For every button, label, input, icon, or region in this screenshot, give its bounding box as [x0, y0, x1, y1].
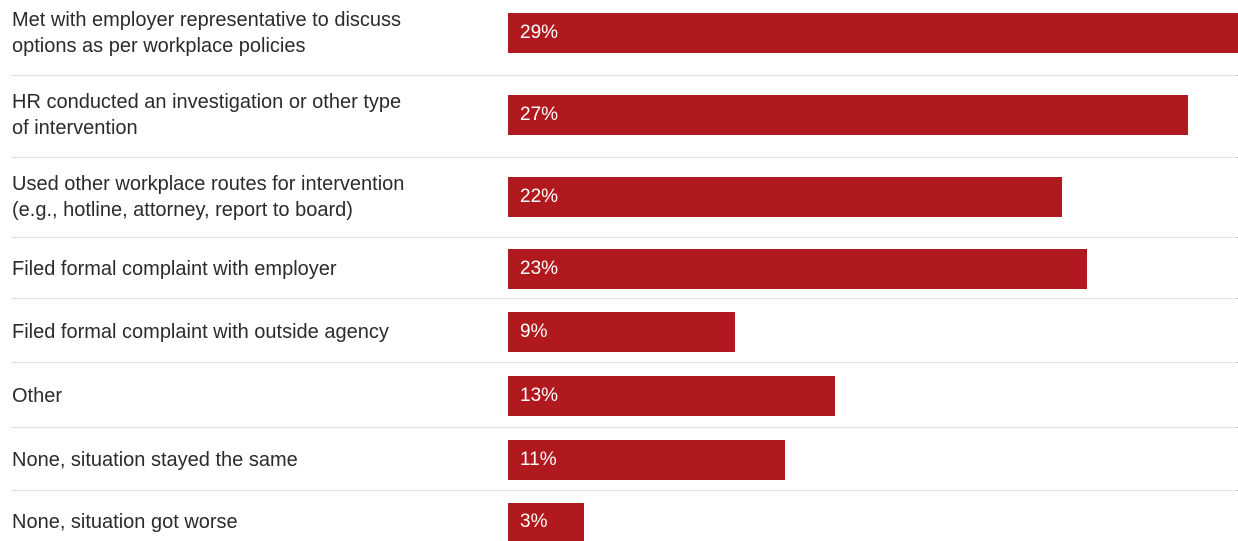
category-label-line: None, situation got worse [12, 511, 238, 533]
category-label-line: Met with employer representative to disc… [12, 9, 402, 31]
bar: 29% [508, 13, 1238, 53]
bar-value-label: 9% [520, 321, 548, 342]
category-label-line: (e.g., hotline, attorney, report to boar… [12, 199, 353, 221]
category-label: HR conducted an investigation or other t… [12, 89, 502, 141]
category-label: Filed formal complaint with employer [12, 256, 502, 282]
bar: 9% [508, 312, 735, 352]
bar-value-label: 23% [520, 258, 559, 279]
row-separator [12, 157, 1238, 158]
chart-row: Met with employer representative to disc… [0, 0, 1238, 75]
bar: 11% [508, 440, 785, 480]
row-separator [12, 75, 1238, 76]
bar-value-label: 29% [520, 22, 559, 43]
chart-row: None, situation stayed the same 11% [0, 427, 1238, 490]
bar-value-label: 27% [520, 104, 559, 125]
bar: 22% [508, 177, 1062, 217]
category-label: Used other workplace routes for interven… [12, 171, 502, 223]
bar: 3% [508, 503, 584, 541]
category-label-line: None, situation stayed the same [12, 449, 298, 471]
chart-row: Filed formal complaint with employer 23% [0, 237, 1238, 298]
category-label-line: of intervention [12, 117, 138, 139]
chart-row: None, situation got worse 3% [0, 490, 1238, 541]
category-label-line: options as per workplace policies [12, 35, 306, 57]
bar: 13% [508, 376, 835, 416]
bar: 23% [508, 249, 1087, 289]
category-label-line: HR conducted an investigation or other t… [12, 91, 402, 113]
bar: 27% [508, 95, 1188, 135]
category-label-line: Filed formal complaint with employer [12, 258, 337, 280]
chart-row: Used other workplace routes for interven… [0, 157, 1238, 237]
chart-row: HR conducted an investigation or other t… [0, 75, 1238, 157]
category-label: None, situation got worse [12, 509, 502, 535]
row-separator [12, 298, 1238, 299]
bar-value-label: 22% [520, 186, 559, 207]
chart-row: Filed formal complaint with outside agen… [0, 298, 1238, 362]
category-label-line: Other [12, 385, 63, 407]
row-separator [12, 427, 1238, 428]
row-separator [12, 237, 1238, 238]
bar-value-label: 11% [520, 449, 557, 470]
category-label: Filed formal complaint with outside agen… [12, 319, 502, 345]
chart-row: Other 13% [0, 362, 1238, 427]
category-label: Met with employer representative to disc… [12, 7, 502, 59]
category-label-line: Used other workplace routes for interven… [12, 173, 405, 195]
category-label: None, situation stayed the same [12, 447, 502, 473]
bar-value-label: 13% [520, 385, 559, 406]
bar-value-label: 3% [520, 511, 548, 532]
row-separator [12, 362, 1238, 363]
category-label: Other [12, 383, 502, 409]
row-separator [12, 490, 1238, 491]
category-label-line: Filed formal complaint with outside agen… [12, 321, 389, 343]
